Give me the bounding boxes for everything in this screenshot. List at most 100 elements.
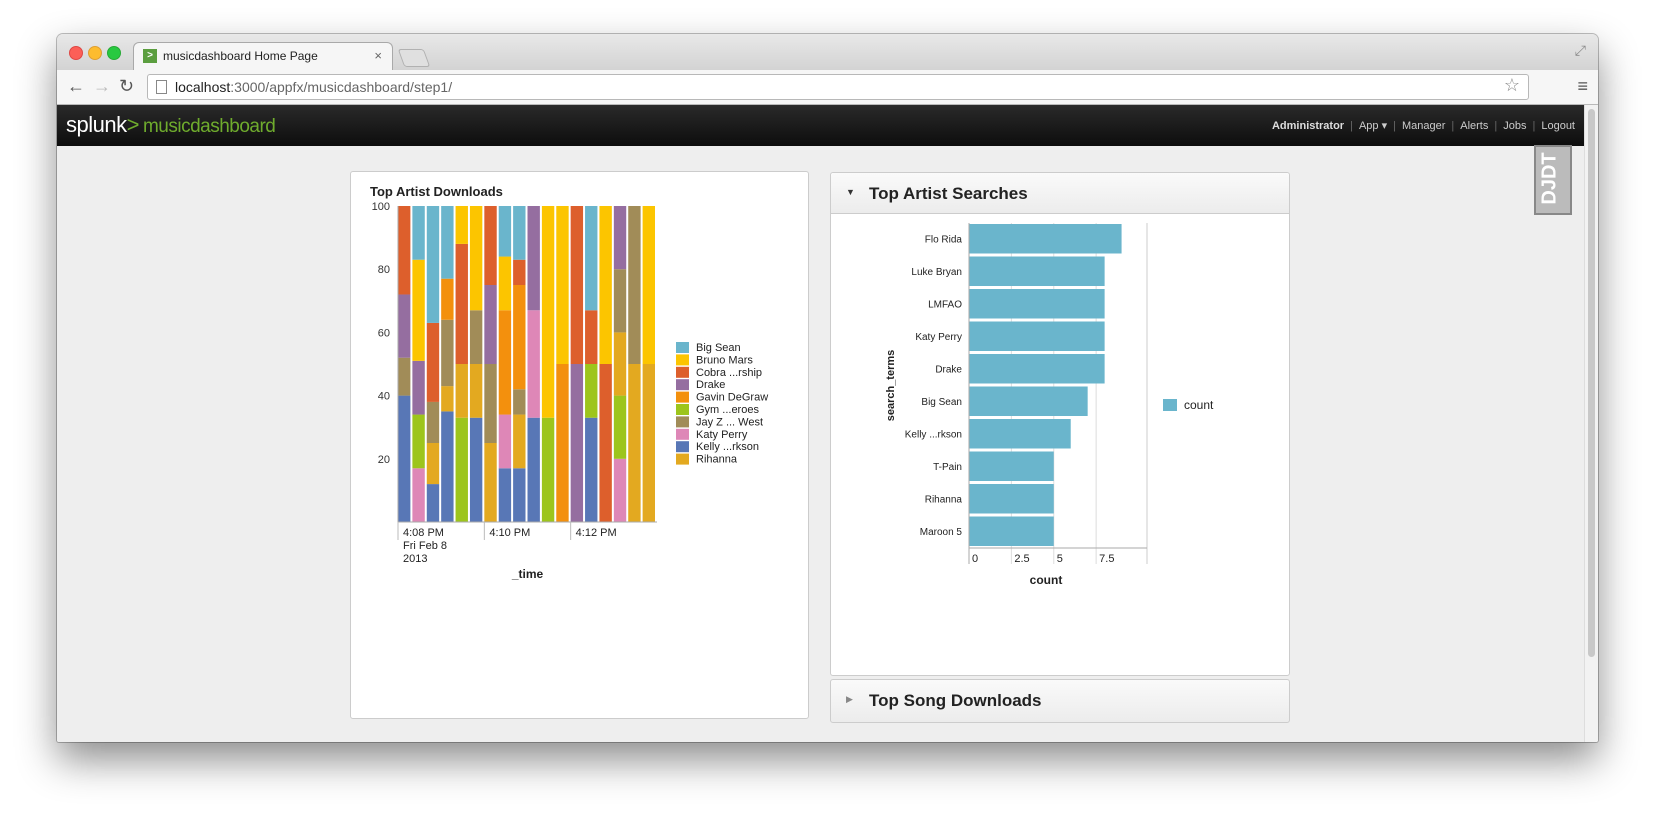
stacked-bar-segment [585, 310, 598, 364]
splunk-header: splunk> musicdashboard Administrator | App … [57, 105, 1585, 146]
expanded-arrow-icon: ▼ [846, 187, 855, 197]
x-tick-label: 0 [972, 553, 978, 565]
legend-swatch [676, 342, 689, 353]
browser-window: > musicdashboard Home Page × ⤢ ← → ↻ loc… [57, 34, 1598, 742]
stacked-bar-segment [642, 364, 655, 522]
close-window-button[interactable] [69, 46, 83, 60]
stacked-bar-segment [455, 417, 468, 522]
page-scrollbar[interactable] [1584, 105, 1598, 742]
minimize-window-button[interactable] [88, 46, 102, 60]
stacked-bar-segment [398, 395, 411, 522]
stacked-bar-segment [426, 206, 440, 323]
y-tick-label: 100 [372, 202, 390, 213]
top-artist-searches-panel: ▼ Top Artist Searches 0 2.5 5 7.5 Flo Rida Lu… [830, 172, 1290, 676]
url-text[interactable]: localhost:3000/appfx/musicdashboard/step… [175, 79, 452, 95]
legend-label: Big Sean [696, 342, 741, 354]
tab-title: musicdashboard Home Page [163, 49, 318, 63]
legend-swatch [1163, 399, 1177, 411]
stacked-bar-segment [455, 364, 468, 418]
reload-icon[interactable]: ↻ [119, 76, 135, 96]
address-bar[interactable]: localhost:3000/appfx/musicdashboard/step… [147, 74, 1529, 100]
stacked-bar-segment [513, 259, 526, 285]
zoom-window-button[interactable] [107, 46, 121, 60]
hbar [969, 516, 1054, 546]
stacked-bar-segment [642, 206, 655, 364]
browser-toolbar: ← → ↻ localhost:3000/appfx/musicdashboar… [57, 70, 1598, 105]
stacked-bar-segment [426, 322, 440, 402]
nav-app[interactable]: App ▾ [1358, 120, 1388, 132]
stacked-bar-segment [412, 206, 425, 260]
panel-title-searches: Top Artist Searches [869, 184, 1028, 203]
back-icon[interactable]: ← [67, 76, 85, 96]
stacked-bar-segment [613, 458, 627, 522]
splunk-logo[interactable]: splunk> musicdashboard [66, 112, 276, 138]
stacked-bar-segment [513, 206, 526, 260]
stacked-bar-segment [455, 243, 468, 364]
stacked-bar-segment [556, 364, 569, 522]
forward-icon[interactable]: → [93, 76, 111, 96]
stacked-bar-segment [455, 206, 468, 244]
collapsed-arrow-icon: ▶ [846, 694, 853, 704]
stacked-bar-segment [585, 364, 598, 418]
legend-label: Kelly ...rkson [696, 441, 759, 453]
top-song-downloads-panel[interactable]: ▶ Top Song Downloads [830, 679, 1290, 723]
hbar [969, 224, 1122, 254]
stacked-bar-segment [570, 206, 584, 364]
stacked-bar-segment [441, 206, 454, 279]
category-label: LMFAO [928, 299, 962, 310]
stacked-bar-segment [441, 319, 454, 387]
browser-tab[interactable]: > musicdashboard Home Page × [133, 42, 393, 71]
category-label: Maroon 5 [920, 527, 963, 538]
hbar [969, 484, 1054, 514]
stacked-bar-segment [613, 332, 627, 396]
y-tick-label: 80 [378, 264, 390, 276]
legend-label: Bruno Mars [696, 354, 753, 366]
nav-manager[interactable]: Manager [1401, 120, 1446, 132]
page-icon [156, 80, 167, 94]
legend-label: Katy Perry [696, 429, 748, 441]
url-path: :3000/appfx/musicdashboard/step1/ [230, 79, 453, 95]
x-axis-title: count [1030, 573, 1063, 587]
tab-close-icon[interactable]: × [374, 48, 382, 63]
stacked-bar-segment [484, 364, 497, 443]
nav-logout[interactable]: Logout [1541, 120, 1575, 132]
fullscreen-icon[interactable]: ⤢ [1574, 42, 1586, 58]
nav-alerts[interactable]: Alerts [1460, 120, 1489, 132]
new-tab-button[interactable] [397, 49, 431, 67]
bookmark-star-icon[interactable]: ☆ [1503, 75, 1520, 95]
djdt-toolbar-handle[interactable]: DJDT [1534, 145, 1572, 215]
stacked-bar-segment [513, 468, 526, 522]
nav-administrator[interactable]: Administrator [1271, 120, 1345, 132]
legend-label: Drake [696, 379, 725, 391]
legend-swatch [676, 428, 689, 440]
stacked-bar-segment [570, 364, 584, 522]
stacked-bar-segment [628, 364, 641, 522]
accordion-header-searches[interactable]: ▼ Top Artist Searches [831, 173, 1289, 214]
legend-label: Jay Z ... West [696, 416, 763, 428]
stacked-bar-segment [469, 206, 483, 311]
stacked-bar-segment [398, 206, 411, 295]
scroll-thumb[interactable] [1588, 109, 1595, 657]
stacked-bar-segment [599, 206, 612, 364]
stacked-bar-segment [585, 206, 598, 311]
stacked-bar-segment [613, 395, 627, 459]
stacked-bar-segment [398, 357, 411, 396]
stacked-bar-segment [628, 206, 641, 364]
legend-swatch [676, 391, 689, 403]
x-tick-label: 4:12 PM [576, 527, 617, 539]
category-label: Kelly ...rkson [905, 429, 962, 440]
legend-swatch [676, 379, 689, 391]
menu-icon[interactable]: ≡ [1577, 76, 1588, 96]
y-tick-label: 40 [378, 391, 390, 403]
category-label: Rihanna [925, 494, 963, 505]
category-label: T-Pain [933, 462, 962, 473]
legend-swatch [676, 453, 689, 465]
nav-jobs[interactable]: Jobs [1503, 120, 1527, 132]
hbar [969, 419, 1071, 449]
stacked-bar-segment [412, 259, 425, 361]
legend-swatch [676, 354, 689, 366]
stacked-bar-segment [498, 256, 512, 311]
panel-title-downloads: Top Artist Downloads [370, 184, 503, 199]
x-tick-label: 5 [1057, 553, 1063, 565]
x-tick-label: 2013 [403, 553, 427, 565]
